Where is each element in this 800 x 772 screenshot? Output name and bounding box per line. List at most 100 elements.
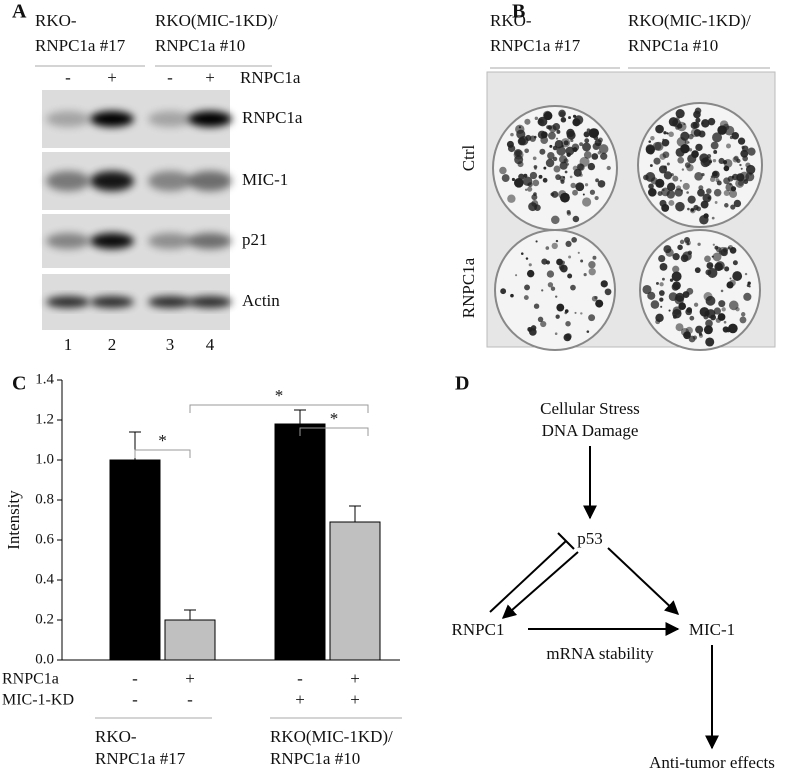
colony bbox=[703, 292, 713, 301]
colony bbox=[598, 144, 609, 154]
colony bbox=[546, 125, 551, 130]
colony bbox=[538, 118, 543, 124]
band bbox=[46, 233, 90, 249]
colony bbox=[713, 188, 722, 197]
colony bbox=[679, 179, 682, 182]
arrow bbox=[607, 547, 680, 615]
colony bbox=[671, 271, 682, 282]
colony bbox=[732, 271, 743, 281]
colony bbox=[584, 183, 589, 187]
colony bbox=[527, 183, 530, 186]
colony bbox=[688, 148, 693, 152]
node-label: Anti-tumor effects bbox=[649, 753, 775, 772]
colony bbox=[551, 215, 560, 225]
colony bbox=[733, 155, 739, 161]
colony bbox=[722, 247, 729, 253]
inhibit-bar bbox=[557, 532, 575, 550]
colony bbox=[558, 109, 566, 118]
colony bbox=[659, 262, 668, 271]
colony bbox=[655, 319, 661, 325]
colony bbox=[729, 277, 732, 280]
colony bbox=[675, 109, 685, 119]
row-label: RNPC1a bbox=[459, 257, 478, 318]
colony bbox=[689, 315, 695, 321]
colony bbox=[674, 188, 683, 197]
condition-sign: - bbox=[297, 669, 303, 688]
colony bbox=[725, 327, 731, 333]
colony bbox=[571, 237, 577, 243]
condition-sign: + bbox=[295, 690, 305, 709]
colony bbox=[680, 131, 690, 141]
colony bbox=[511, 177, 515, 182]
colony bbox=[659, 153, 667, 160]
band bbox=[188, 233, 232, 249]
y-tick-label: 1.4 bbox=[35, 371, 54, 387]
colony bbox=[556, 303, 565, 312]
colony bbox=[583, 131, 590, 138]
sign: - bbox=[65, 68, 71, 87]
colony bbox=[545, 158, 555, 168]
colony bbox=[558, 190, 567, 199]
colony bbox=[687, 207, 690, 211]
band bbox=[46, 171, 90, 191]
colony bbox=[695, 325, 704, 334]
colony bbox=[658, 254, 666, 263]
colony bbox=[648, 183, 654, 190]
colony bbox=[582, 197, 592, 207]
lane-number: 4 bbox=[206, 335, 215, 354]
colony bbox=[730, 204, 736, 210]
colony bbox=[685, 240, 691, 246]
colony bbox=[712, 132, 723, 143]
colony bbox=[712, 158, 717, 163]
colony bbox=[647, 291, 656, 300]
bracket bbox=[299, 427, 369, 436]
colony bbox=[589, 189, 596, 195]
colony bbox=[528, 263, 532, 267]
colony bbox=[668, 200, 675, 206]
colony bbox=[565, 333, 572, 340]
colony bbox=[570, 182, 576, 189]
condition-label: MIC-1-KD bbox=[2, 692, 74, 709]
colony bbox=[715, 178, 720, 183]
colony bbox=[729, 279, 736, 287]
colony bbox=[559, 161, 568, 170]
band bbox=[188, 296, 232, 308]
colony bbox=[584, 138, 590, 144]
colony bbox=[606, 165, 611, 171]
colony bbox=[686, 307, 693, 313]
significance: * bbox=[275, 386, 284, 405]
colony bbox=[543, 166, 547, 170]
colony bbox=[666, 182, 676, 192]
colony bbox=[672, 314, 677, 319]
colony bbox=[661, 277, 665, 281]
colony bbox=[535, 240, 538, 243]
group-label: RNPC1a #10 bbox=[628, 36, 718, 55]
band bbox=[90, 111, 134, 127]
colony bbox=[697, 242, 701, 246]
colony bbox=[675, 125, 680, 130]
colony bbox=[659, 282, 664, 287]
colony bbox=[556, 137, 559, 140]
colony bbox=[729, 135, 734, 140]
y-axis-label: Intensity bbox=[4, 490, 23, 550]
band bbox=[148, 296, 192, 308]
y-tick-label: 0.2 bbox=[35, 611, 54, 627]
colony bbox=[570, 284, 576, 291]
colony bbox=[572, 215, 580, 223]
colony bbox=[566, 209, 571, 214]
colony bbox=[582, 142, 591, 152]
colony bbox=[725, 183, 734, 192]
colony bbox=[695, 117, 701, 123]
condition-sign: + bbox=[350, 690, 360, 709]
colony bbox=[551, 242, 558, 250]
band bbox=[90, 171, 134, 191]
condition-sign: - bbox=[187, 690, 193, 709]
colony bbox=[525, 257, 529, 260]
colony bbox=[729, 189, 738, 198]
colony bbox=[677, 156, 685, 164]
group-label: RKO(MIC-1KD)/ bbox=[270, 727, 393, 746]
node-label: RNPC1 bbox=[452, 620, 505, 639]
colony bbox=[687, 141, 690, 144]
colony bbox=[546, 270, 555, 278]
colony bbox=[712, 243, 715, 246]
